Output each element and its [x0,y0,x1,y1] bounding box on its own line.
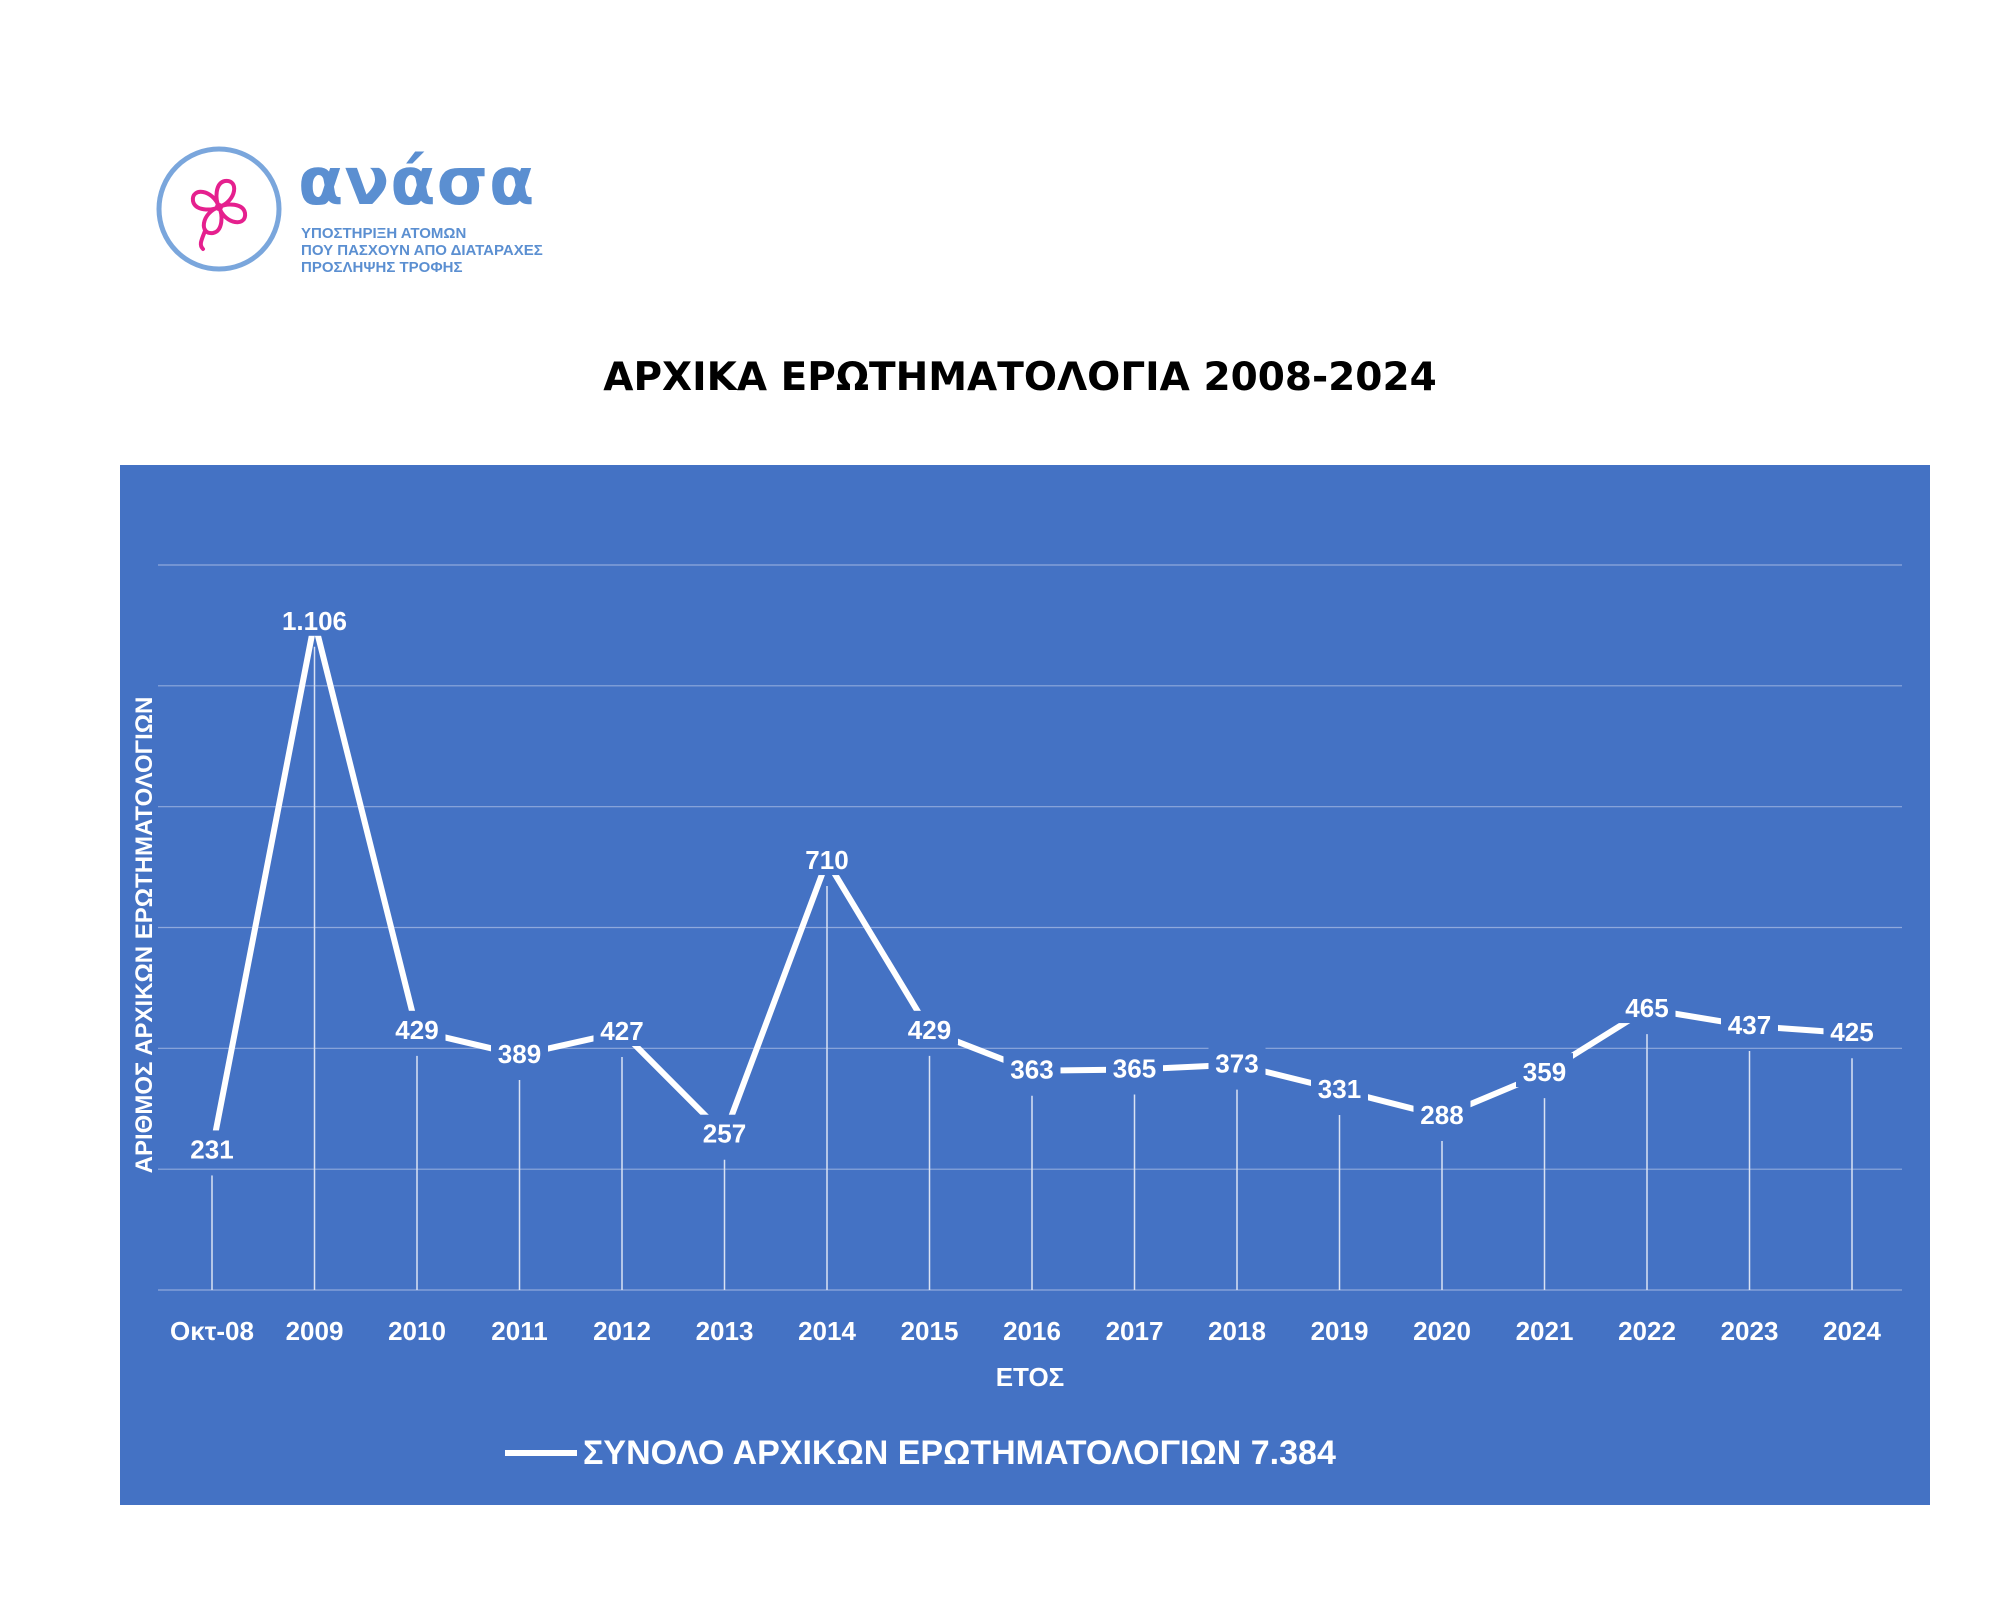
logo-tagline-line-3: ΠΡΟΣΛΗΨΗΣ ΤΡΟΦΗΣ [301,259,463,276]
x-tick-label: 2018 [1208,1316,1266,1346]
legend-line-swatch [505,1450,577,1456]
x-tick-label: 2012 [593,1316,651,1346]
x-tick-label: 2020 [1413,1316,1471,1346]
data-label: 359 [1523,1057,1566,1087]
x-tick-label: 2021 [1516,1316,1574,1346]
x-axis-label: ΕΤΟΣ [995,1362,1065,1392]
logo-tagline-line-1: ΥΠΟΣΤΗΡΙΞΗ ΑΤΟΜΩΝ [301,225,467,242]
x-tick-label: 2014 [798,1316,856,1346]
data-label-bg [1618,989,1676,1024]
x-tick-label: 2024 [1823,1316,1881,1346]
data-label-bg [1003,1050,1061,1085]
data-label-bg [696,1114,753,1149]
logo-wordmark: ανάσα [298,143,536,220]
data-label-bg [901,1010,958,1045]
x-tick-label: 2023 [1721,1316,1779,1346]
data-label-bg [271,601,358,636]
page-title: ΑΡΧΙΚΑ ΕΡΩΤΗΜΑΤΟΛΟΓΙΑ 2008-2024 [603,355,1437,400]
x-tick-label: 2019 [1311,1316,1369,1346]
x-tick-label: 2011 [491,1316,547,1346]
data-label: 1.106 [282,606,347,636]
data-label-bg [1823,1013,1881,1048]
data-label: 710 [805,845,848,875]
data-label: 365 [1113,1053,1156,1083]
data-label: 389 [498,1039,541,1069]
data-label-bg [491,1034,548,1069]
data-label-bg [1516,1053,1573,1088]
data-label-bg [593,1012,651,1047]
x-tick-label: 2016 [1003,1316,1061,1346]
data-label-bg [183,1130,241,1165]
x-tick-label: 2022 [1618,1316,1676,1346]
anasa-logo: ανάσα ΥΠΟΣΤΗΡΙΞΗ ΑΤΟΜΩΝ ΠΟΥ ΠΑΣΧΟΥΝ ΑΠΟ … [155,145,575,285]
logo-tagline-line-2: ΠΟΥ ΠΑΣΧΟΥΝ ΑΠΟ ΔΙΑΤΑΡΑΧΕΣ [301,242,543,259]
data-label-bg [1208,1044,1266,1079]
data-label-bg [1311,1070,1368,1105]
data-label: 373 [1215,1049,1258,1079]
clover-heart-icon [156,146,282,272]
data-label: 331 [1318,1074,1361,1104]
data-label: 231 [190,1134,233,1164]
line-chart: 231 1.106 429 389 427 257 710 429 363 365 373 331 28… [158,564,1902,1346]
data-label: 425 [1830,1017,1873,1047]
data-label: 429 [395,1015,438,1045]
data-label-bg [1106,1049,1163,1084]
data-label-bg [798,841,856,876]
y-axis-label: ΑΡΙΘΜΟΣ ΑΡΧΙΚΩΝ ΕΡΩΤΗΜΑΤΟΛΟΓΙΩΝ [131,696,158,1174]
data-label: 363 [1010,1055,1053,1085]
data-label: 257 [703,1119,746,1149]
legend: ΣΥΝΟΛΟ ΑΡΧΙΚΩΝ ΕΡΩΤΗΜΑΤΟΛΟΓΙΩΝ 7.384 [505,1433,1336,1473]
data-label-bg [1721,1005,1778,1040]
data-label: 427 [600,1016,643,1046]
legend-series-label: ΣΥΝΟΛΟ ΑΡΧΙΚΩΝ ΕΡΩΤΗΜΑΤΟΛΟΓΙΩΝ 7.384 [583,1433,1336,1472]
x-tick-label: 2009 [286,1316,344,1346]
x-tick-label: 2015 [901,1316,959,1346]
data-label: 288 [1420,1100,1463,1130]
data-label-bg [388,1010,446,1045]
x-tick-label: 2010 [388,1316,446,1346]
x-tick-label: 2013 [696,1316,754,1346]
x-tick-label: Οκτ-08 [170,1316,254,1346]
data-label-bg [1413,1096,1471,1130]
data-label: 465 [1625,993,1668,1023]
data-label: 429 [908,1015,951,1045]
x-tick-label: 2017 [1106,1316,1164,1346]
data-label: 437 [1728,1010,1771,1040]
chart-panel: 231 1.106 429 389 427 257 710 429 363 365 373 331 28… [120,465,1930,1505]
